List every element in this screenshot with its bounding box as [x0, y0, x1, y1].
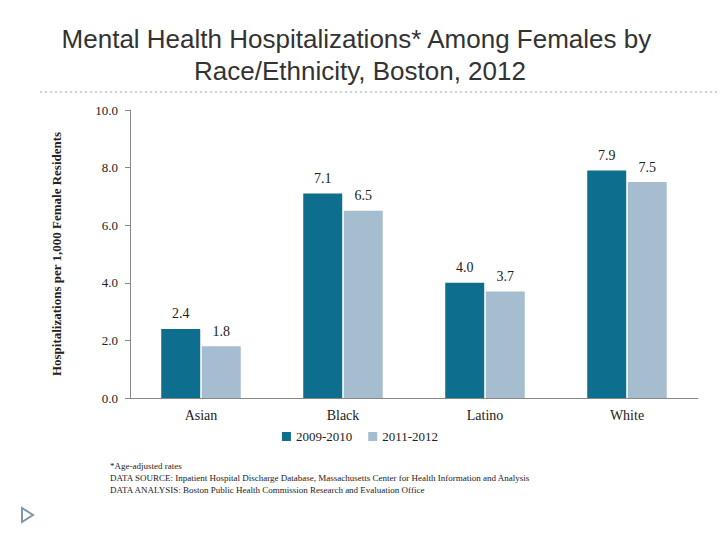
svg-text:2.4: 2.4 [172, 306, 190, 321]
svg-text:Asian: Asian [185, 408, 218, 423]
svg-text:4.0: 4.0 [102, 275, 118, 290]
svg-text:Mental Health Hospitalizations: Mental Health Hospitalizations* Among Fe… [62, 24, 659, 54]
svg-text:Hospitalizations per 1,000 Fem: Hospitalizations per 1,000 Female Reside… [49, 132, 64, 376]
svg-text:DATA SOURCE: Inpatient Hospita: DATA SOURCE: Inpatient Hospital Discharg… [110, 473, 530, 483]
svg-text:Black: Black [327, 408, 360, 423]
svg-text:*Age-adjusted rates: *Age-adjusted rates [110, 461, 182, 471]
svg-text:7.1: 7.1 [314, 171, 332, 186]
svg-text:2011-2012: 2011-2012 [382, 429, 438, 444]
svg-text:3.7: 3.7 [497, 269, 514, 284]
svg-text:10.0: 10.0 [95, 103, 118, 118]
svg-text:DATA ANALYSIS: Boston Public H: DATA ANALYSIS: Boston Public Health Comm… [110, 485, 424, 495]
svg-text:6.5: 6.5 [355, 188, 373, 203]
svg-text:0.0: 0.0 [102, 391, 118, 406]
svg-text:4.0: 4.0 [456, 260, 474, 275]
svg-text:6.0: 6.0 [102, 218, 118, 233]
svg-text:7.9: 7.9 [598, 148, 616, 163]
svg-text:Race/Ethnicity, Boston, 2012: Race/Ethnicity, Boston, 2012 [194, 56, 526, 86]
svg-text:8.0: 8.0 [102, 160, 118, 175]
svg-text:Latino: Latino [467, 408, 504, 423]
svg-text:2009-2010: 2009-2010 [296, 429, 352, 444]
svg-text:7.5: 7.5 [639, 160, 657, 175]
svg-text:1.8: 1.8 [213, 324, 231, 339]
svg-text:2.0: 2.0 [102, 333, 118, 348]
svg-text:White: White [610, 408, 644, 423]
